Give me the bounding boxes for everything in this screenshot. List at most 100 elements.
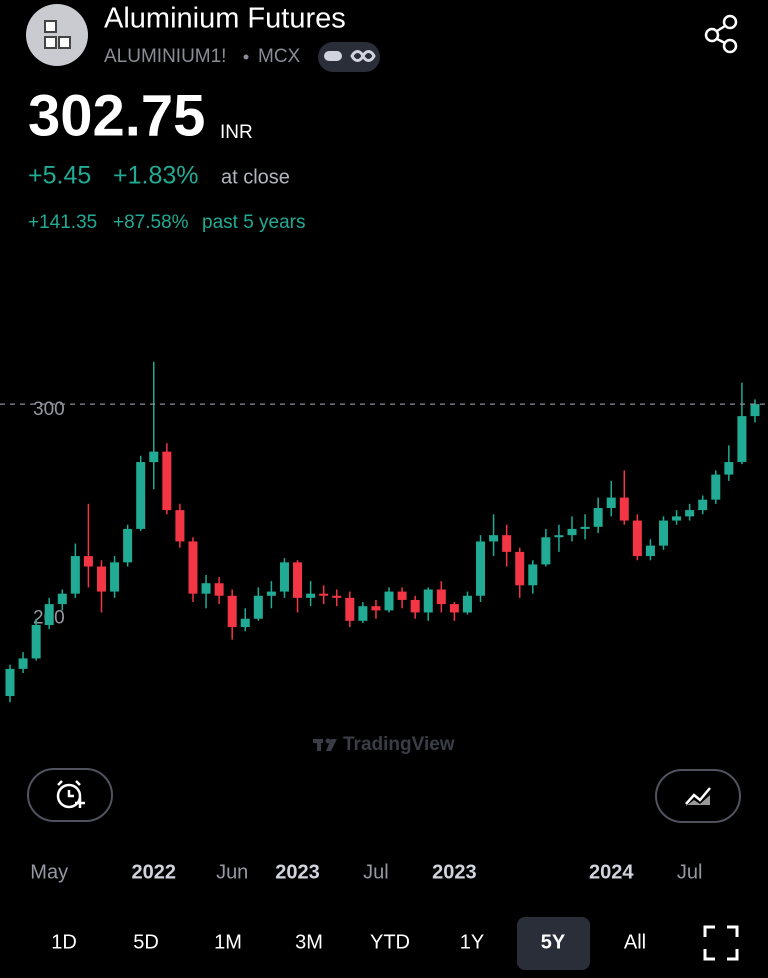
timeframe-tabs: 1D 5D 1M 3M YTD 1Y 5Y All [51, 931, 646, 953]
alert-button[interactable] [27, 768, 113, 822]
timeframe-tab[interactable]: 1D [51, 931, 77, 953]
candle-body [515, 551, 525, 586]
candle-body [567, 528, 577, 536]
period-change: +141.35 [28, 212, 97, 233]
active-timeframe-highlight [517, 917, 590, 970]
exchange: MCX [258, 46, 301, 67]
candle-body [31, 625, 41, 659]
x-tick-label: 2023 [275, 861, 320, 883]
candle-body [659, 520, 668, 546]
candle-body [502, 535, 512, 552]
candle-body [136, 462, 146, 529]
candle-body [5, 668, 15, 697]
candle-body [711, 474, 721, 500]
currency: INR [220, 122, 253, 143]
change-percent: +1.83% [113, 162, 199, 190]
change: +5.45 [28, 162, 91, 190]
timeframe-tab[interactable]: 1M [214, 931, 242, 953]
candle-body [410, 599, 420, 613]
candle-body [619, 497, 629, 521]
candle-body [750, 404, 760, 417]
candle-body [554, 535, 564, 538]
timeframe-tab[interactable]: YTD [370, 931, 410, 953]
timeframe-tab[interactable]: 3M [295, 931, 323, 953]
candle-body [162, 451, 172, 511]
candle-body [632, 520, 642, 557]
candle-body [266, 591, 276, 596]
timeframe-tab[interactable]: 5Y [541, 931, 566, 953]
separator [243, 54, 249, 60]
period-note: past 5 years [202, 212, 306, 233]
candle-body [201, 583, 211, 594]
candle-body [110, 562, 120, 592]
candle-body [188, 541, 198, 594]
candle-body [449, 604, 459, 613]
candle-body [96, 566, 106, 592]
title: Aluminium Futures [104, 3, 346, 35]
change-note: at close [221, 166, 290, 188]
y-tick-label: 300 [33, 399, 65, 420]
candle-body [476, 541, 486, 596]
x-tick-label: Jul [363, 861, 389, 883]
candle-body [149, 451, 159, 463]
candle-body [240, 618, 250, 628]
candle-body [57, 593, 67, 605]
candle-body [70, 556, 80, 594]
timeframe-tab[interactable]: 5D [133, 931, 159, 953]
candle-body [593, 508, 603, 527]
symbol: ALUMINIUM1! [104, 46, 226, 67]
period-change-percent: +87.58% [113, 212, 189, 233]
candle-body [279, 562, 289, 592]
indicators-button[interactable] [655, 769, 741, 823]
candle-body [18, 658, 28, 669]
candle-body [293, 562, 303, 598]
candle-body [44, 604, 54, 625]
x-tick-label: 2023 [432, 861, 477, 883]
x-tick-label: 2022 [132, 861, 177, 883]
candle-body [332, 595, 342, 598]
candle-body [672, 516, 682, 521]
x-tick-label: May [30, 861, 68, 883]
candle-body [462, 595, 472, 613]
candle-body [123, 528, 133, 563]
x-tick-label: Jun [216, 861, 248, 883]
chart: 200300 [0, 361, 768, 703]
candle-body [345, 597, 355, 621]
candle-body [214, 583, 224, 596]
candle-body [306, 593, 316, 598]
candle-body [645, 545, 655, 557]
candle-body [698, 499, 708, 511]
price: 302.75 [28, 83, 205, 148]
time-axis: May 2022 Jun 2023 Jul 2023 2024 Jul [30, 861, 702, 883]
candle-body [423, 589, 433, 613]
candle-body [319, 593, 329, 596]
watermark: TradingView [343, 734, 455, 755]
candle-body [253, 595, 263, 619]
candle-body [606, 497, 616, 509]
symbol-icon [26, 4, 88, 66]
watermark-logo [313, 738, 337, 751]
candle-body [685, 510, 695, 517]
candle-body [724, 462, 734, 475]
x-tick-label: Jul [677, 861, 703, 883]
candle-body [227, 595, 237, 628]
fullscreen-button[interactable] [703, 925, 739, 961]
candle-body [384, 591, 394, 611]
share-button[interactable] [704, 14, 738, 54]
candle-body [528, 564, 538, 586]
timeframe-tab[interactable]: 1Y [460, 931, 484, 953]
candle-body [436, 589, 446, 605]
candle-body [175, 510, 185, 542]
candle-body [580, 526, 590, 529]
status-badge [318, 42, 380, 72]
candle-body [83, 556, 93, 567]
candle-body [541, 537, 551, 565]
candle-body [371, 606, 381, 611]
x-tick-label: 2024 [589, 861, 634, 883]
candle-body [358, 606, 368, 621]
candle-body [489, 535, 499, 542]
timeframe-tab[interactable]: All [624, 931, 646, 953]
